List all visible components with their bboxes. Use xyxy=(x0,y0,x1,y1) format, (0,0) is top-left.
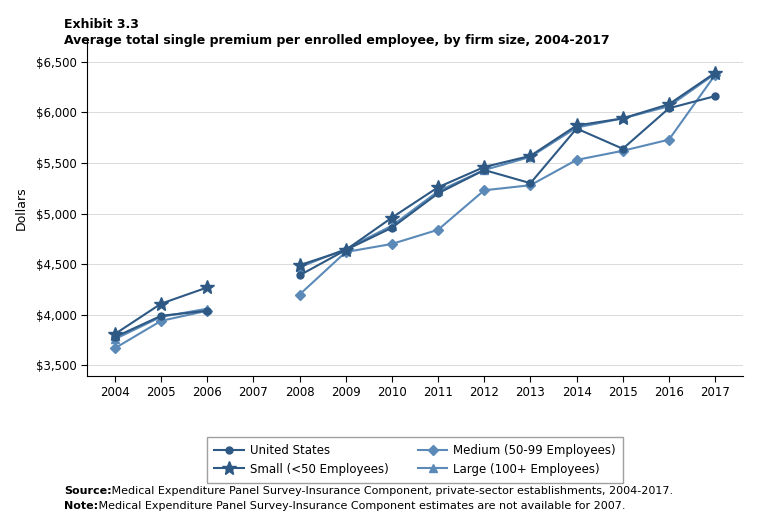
Medium (50-99 Employees) xyxy=(156,318,165,324)
Text: Medical Expenditure Panel Survey-Insurance Component estimates are not available: Medical Expenditure Panel Survey-Insuran… xyxy=(95,501,625,511)
Small (<50 Employees) xyxy=(111,331,120,337)
Line: Small (<50 Employees): Small (<50 Employees) xyxy=(108,281,215,341)
Line: Medium (50-99 Employees): Medium (50-99 Employees) xyxy=(111,307,211,352)
Small (<50 Employees) xyxy=(202,284,211,291)
Large (100+ Employees) xyxy=(156,314,165,320)
Medium (50-99 Employees) xyxy=(202,308,211,314)
Legend: United States, Small (<50 Employees), Medium (50-99 Employees), Large (100+ Empl: United States, Small (<50 Employees), Me… xyxy=(207,437,623,483)
Text: Source:: Source: xyxy=(64,486,112,496)
Line: United States: United States xyxy=(111,307,211,340)
Text: Medical Expenditure Panel Survey-Insurance Component, private-sector establishme: Medical Expenditure Panel Survey-Insuran… xyxy=(108,486,673,496)
Line: Large (100+ Employees): Large (100+ Employees) xyxy=(111,305,211,343)
United States xyxy=(111,334,120,340)
United States xyxy=(156,313,165,319)
Text: Exhibit 3.3: Exhibit 3.3 xyxy=(64,18,139,31)
Text: Note:: Note: xyxy=(64,501,99,511)
Large (100+ Employees) xyxy=(202,306,211,312)
United States xyxy=(202,308,211,314)
Large (100+ Employees) xyxy=(111,336,120,342)
Small (<50 Employees) xyxy=(156,300,165,307)
Y-axis label: Dollars: Dollars xyxy=(14,186,27,231)
Text: Average total single premium per enrolled employee, by firm size, 2004-2017: Average total single premium per enrolle… xyxy=(64,34,610,47)
Medium (50-99 Employees) xyxy=(111,345,120,351)
